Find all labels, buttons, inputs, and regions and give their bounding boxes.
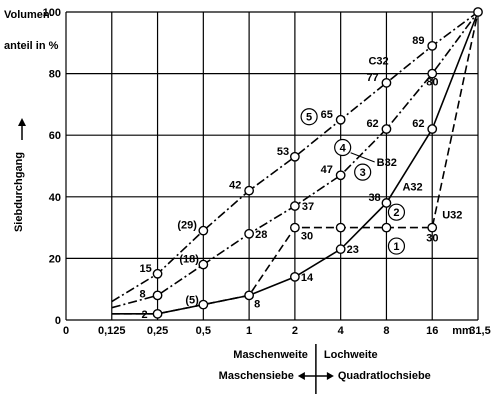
data-point (381, 198, 392, 208)
point-label: 23 (347, 244, 359, 256)
sieve-label-left: Maschensiebe (219, 370, 294, 382)
point-label: 53 (277, 146, 289, 158)
x-tick-label: 0,25 (147, 325, 168, 337)
point-label: 30 (426, 233, 438, 245)
separator-arrow-left (297, 372, 305, 380)
point-label: 28 (255, 229, 267, 241)
x-tick-label: 1 (246, 325, 252, 337)
zone-label: 4 (340, 143, 347, 155)
data-point (198, 259, 209, 270)
data-points (152, 7, 483, 319)
y-tick-label: 40 (49, 192, 61, 204)
point-label: 30 (301, 231, 313, 243)
data-point (427, 222, 438, 233)
series-name-a32: A32 (402, 182, 422, 194)
data-point (152, 268, 163, 279)
point-label: 62 (366, 118, 378, 130)
x-tick-label: 8 (383, 325, 389, 337)
x-tick-label: 31,5 (469, 325, 490, 337)
point-label: 80 (426, 77, 438, 89)
data-point (289, 201, 300, 211)
point-label: 77 (366, 72, 378, 84)
data-point (335, 114, 346, 125)
x-tick-label: 0,125 (98, 325, 126, 337)
point-label: 15 (140, 263, 152, 275)
point-label: (5) (185, 295, 199, 307)
x-unit-label: mm (452, 325, 472, 337)
zone-label: 3 (360, 167, 366, 179)
grid (65, 11, 479, 321)
data-point (427, 40, 438, 51)
y-tick-label: 60 (49, 130, 61, 142)
data-point (198, 299, 209, 310)
data-point (335, 222, 346, 233)
x-label-right: Lochweite (324, 349, 378, 361)
data-point (244, 228, 255, 239)
zone-circle (300, 108, 318, 126)
data-point (289, 271, 300, 282)
data-point (152, 308, 163, 319)
y-arrow-head (18, 118, 26, 126)
point-label: 37 (302, 201, 314, 213)
series-name-u32: U32 (442, 209, 462, 221)
y-axis-title-bottom: anteil in % (4, 40, 59, 52)
point-label: 2 (142, 309, 148, 321)
y-axis-side-title: Siebdurchgang (13, 152, 25, 232)
data-point (198, 225, 209, 236)
data-point (473, 7, 483, 17)
zone-label: 5 (306, 112, 312, 124)
data-point (427, 68, 438, 79)
point-label: 62 (412, 118, 424, 130)
zone-label: 1 (393, 241, 399, 253)
point-label: 14 (301, 272, 314, 284)
point-label: 8 (254, 298, 260, 310)
point-label: 42 (229, 180, 241, 192)
sieve-label-right: Quadratlochsiebe (338, 370, 431, 382)
data-point (289, 151, 300, 162)
x-tick-label: 4 (338, 325, 345, 337)
y-tick-label: 0 (55, 315, 61, 327)
series-name-b32: B32 (377, 157, 397, 169)
y-tick-label: 100 (43, 7, 61, 19)
point-labels: 2(5) 8142338628(18)283747628015(29)425365… (140, 35, 463, 321)
point-label: 8 (140, 288, 146, 300)
data-point (152, 290, 163, 301)
zone-circle (334, 138, 352, 157)
point-label: 38 (368, 192, 380, 204)
data-point (244, 290, 255, 301)
zone-circle (387, 237, 406, 255)
series-name-c32: C32 (368, 55, 388, 67)
data-point (427, 124, 438, 134)
x-label-left: Maschenweite (233, 349, 308, 361)
axes: 0 20 40 60 80 100 0 0,125 0,25 0,5 1 2 4 8 16 31,5mm Vol… (4, 7, 491, 394)
point-label: 47 (321, 164, 333, 176)
x-tick-label: 16 (426, 325, 438, 337)
y-tick-label: 80 (49, 69, 61, 81)
data-point (289, 222, 300, 233)
data-point (335, 170, 346, 181)
data-point (244, 185, 255, 196)
point-label: 65 (321, 109, 333, 121)
zone-circle (387, 203, 406, 221)
x-tick-label: 0 (63, 325, 69, 337)
x-tick-label: 2 (292, 325, 298, 337)
point-label: (29) (177, 220, 197, 232)
y-tick-label: 20 (49, 253, 61, 265)
y-axis-title-top: Volumen- (4, 9, 54, 21)
data-point (381, 124, 392, 134)
data-point (381, 77, 392, 88)
b32-leader (350, 152, 375, 163)
x-tick-label: 0,5 (196, 325, 211, 337)
point-label: 89 (412, 35, 424, 47)
zone-label: 2 (393, 207, 399, 219)
data-point (381, 222, 392, 233)
data-point (335, 244, 346, 255)
point-label: (18) (179, 254, 199, 266)
zone-circle (354, 163, 372, 181)
separator-arrow-right (326, 372, 334, 380)
